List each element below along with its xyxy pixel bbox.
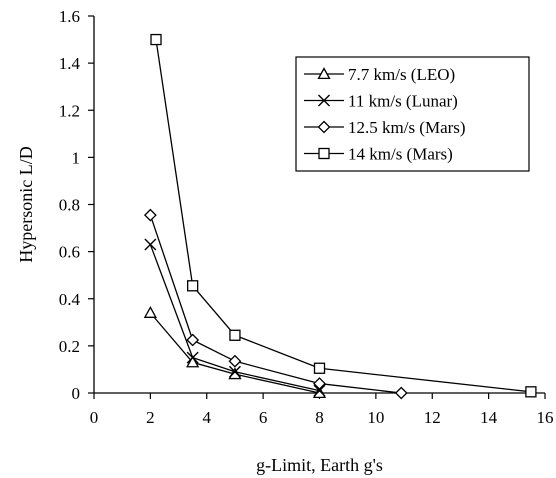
legend-marker-triangle xyxy=(317,67,331,80)
series-1 xyxy=(143,306,327,399)
x-tick-label: 12 xyxy=(424,408,441,427)
y-tick-label: 1.6 xyxy=(59,7,80,26)
series-3 xyxy=(143,208,408,400)
data-point-x xyxy=(144,238,157,251)
series-2 xyxy=(144,238,326,397)
legend-label: 14 km/s (Mars) xyxy=(348,145,453,164)
x-axis-label: g-Limit, Earth g's xyxy=(256,455,383,475)
legend-entry: 7.7 km/s (LEO) xyxy=(304,65,455,84)
legend-entry: 14 km/s (Mars) xyxy=(304,145,453,164)
data-point-square xyxy=(525,386,537,398)
y-tick-label: 0.4 xyxy=(59,290,81,309)
x-tick-label: 8 xyxy=(315,408,324,427)
y-tick-label: 0.8 xyxy=(59,196,80,215)
y-tick-label: 0.6 xyxy=(59,243,80,262)
x-tick-label: 10 xyxy=(367,408,384,427)
y-tick-label: 0.2 xyxy=(59,337,80,356)
legend-marker-diamond xyxy=(317,120,331,134)
data-point-square xyxy=(313,362,326,374)
series-line xyxy=(149,244,320,392)
data-point-square xyxy=(150,33,162,46)
y-tick-label: 1 xyxy=(72,148,81,167)
x-tick-label: 16 xyxy=(537,408,554,427)
legend-label: 7.7 km/s (LEO) xyxy=(348,65,455,84)
legend-label: 12.5 km/s (Mars) xyxy=(348,118,466,137)
y-tick-label: 1.4 xyxy=(59,54,81,73)
x-tick-label: 0 xyxy=(90,408,99,427)
data-point-square xyxy=(229,329,241,341)
y-axis-label: Hypersonic L/D xyxy=(16,146,36,262)
legend: 7.7 km/s (LEO) 11 km/s (Lunar) 12.5 km/s (… xyxy=(295,56,530,172)
legend-box xyxy=(295,56,530,172)
data-point-diamond xyxy=(313,377,326,390)
x-tick-label: 4 xyxy=(203,408,212,427)
data-point-diamond xyxy=(186,333,200,347)
data-point-square xyxy=(187,280,199,292)
data-point-diamond xyxy=(143,208,157,222)
data-point-x xyxy=(313,384,326,397)
data-point-triangle xyxy=(143,306,157,318)
series-layer xyxy=(143,33,537,400)
series-line xyxy=(149,312,320,394)
legend-entry: 11 km/s (Lunar) xyxy=(304,92,458,111)
x-tick-label: 6 xyxy=(259,408,268,427)
data-point-diamond xyxy=(228,354,242,368)
x-tick-label: 14 xyxy=(480,408,498,427)
axes: 0 0.2 0.4 0.6 0.8 1 1.2 1.4 1.6 0 2 4 6 8 10 12 14 16 xyxy=(59,7,554,427)
data-point-x xyxy=(186,351,199,364)
data-point-triangle xyxy=(186,355,200,368)
legend-label: 11 km/s (Lunar) xyxy=(348,92,458,111)
series-4 xyxy=(150,33,537,398)
data-point-x xyxy=(228,365,241,378)
data-point-diamond xyxy=(394,386,408,400)
y-tick-label: 1.2 xyxy=(59,101,80,120)
x-tick-label: 2 xyxy=(146,408,155,427)
y-tick-label: 0 xyxy=(72,384,81,403)
legend-marker-x xyxy=(318,94,330,107)
legend-marker-square xyxy=(318,147,330,160)
legend-entry: 12.5 km/s (Mars) xyxy=(304,118,466,137)
